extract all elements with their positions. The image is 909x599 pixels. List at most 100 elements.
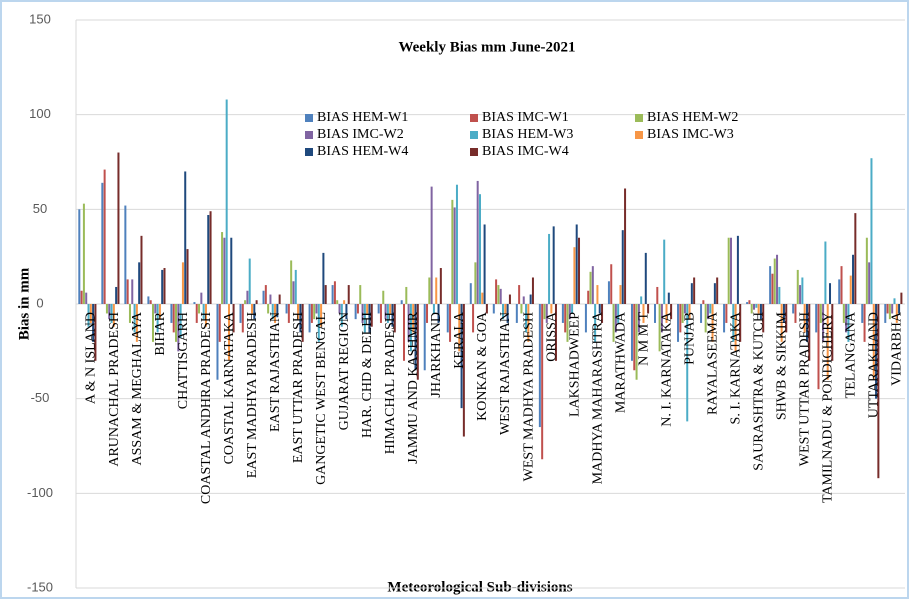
bar <box>409 304 412 352</box>
bar <box>819 304 822 323</box>
bar <box>195 304 198 323</box>
bar <box>875 304 878 399</box>
bar <box>884 304 887 323</box>
bar <box>469 283 472 304</box>
bar <box>759 304 762 320</box>
bar <box>163 268 166 304</box>
bar <box>181 262 184 304</box>
bar <box>575 224 578 304</box>
bar <box>617 304 620 323</box>
bar <box>138 262 141 304</box>
bar <box>299 304 302 333</box>
bar <box>591 266 594 304</box>
bar <box>769 266 772 304</box>
bar <box>847 304 850 342</box>
x-tick-label: MARATHWADA <box>613 311 628 413</box>
bar <box>356 304 359 314</box>
bar <box>527 304 530 342</box>
bar <box>426 304 429 323</box>
bar <box>495 279 498 304</box>
bar <box>128 304 131 323</box>
bar <box>359 285 362 304</box>
bar <box>686 304 689 422</box>
bar <box>854 213 857 304</box>
x-tick-label: WEST RAJASTHAN <box>498 312 513 435</box>
bar <box>706 304 709 320</box>
bar <box>301 304 304 342</box>
bar <box>414 304 417 371</box>
bar <box>584 304 587 333</box>
legend-label: BIAS IMC-W3 <box>647 127 734 142</box>
bar <box>478 194 481 304</box>
bar <box>808 304 811 361</box>
bar <box>241 304 244 333</box>
bar <box>658 304 661 352</box>
x-tick-label: VIDARBHA <box>890 311 905 386</box>
bar <box>531 277 534 304</box>
chart-title: Weekly Bias mm June-2021 <box>398 39 575 55</box>
bar <box>262 290 265 304</box>
bar <box>297 304 300 320</box>
bar <box>221 232 224 304</box>
bar <box>340 304 343 327</box>
bar <box>778 286 781 304</box>
bar <box>640 296 643 304</box>
bar <box>379 304 382 323</box>
y-tick-label: -50 <box>31 390 50 405</box>
bar <box>683 304 686 314</box>
bar <box>458 304 461 352</box>
bar <box>571 304 574 314</box>
bar <box>679 304 682 333</box>
x-tick-label: JHARKHAND <box>429 312 444 398</box>
bar <box>681 304 684 323</box>
bar <box>94 304 97 361</box>
bar <box>278 294 281 304</box>
bar <box>366 304 369 314</box>
bar <box>642 304 645 323</box>
bar <box>416 304 419 380</box>
bar <box>267 304 270 314</box>
bar <box>135 304 138 342</box>
bar <box>824 241 827 304</box>
bar <box>644 252 647 304</box>
bar <box>723 304 726 333</box>
bar <box>561 304 564 323</box>
x-tick-label: A & N ISLAND <box>84 312 99 404</box>
bar <box>455 184 458 304</box>
bar <box>423 304 426 371</box>
bar <box>251 304 254 314</box>
bar <box>508 294 511 304</box>
x-tick-label: S. I. KARNATAKA <box>729 311 744 424</box>
x-tick-label: SHWB & SIKKIM <box>775 311 790 420</box>
bar <box>693 277 696 304</box>
bar <box>704 304 707 333</box>
bar <box>271 304 274 320</box>
bar <box>633 304 636 371</box>
bar <box>667 292 670 304</box>
bar <box>462 304 465 437</box>
bar <box>361 304 364 323</box>
bar <box>716 277 719 304</box>
bar <box>101 182 104 304</box>
bar <box>207 215 210 304</box>
bar <box>734 304 737 352</box>
bar <box>310 304 313 323</box>
bar <box>776 254 779 304</box>
bar <box>276 304 279 318</box>
bar <box>117 152 120 304</box>
bar <box>736 235 739 304</box>
bar <box>550 304 553 314</box>
bar <box>541 304 544 460</box>
bar <box>248 258 251 304</box>
bar <box>343 300 346 304</box>
x-tick-label: COASTAL KARNATAKA <box>222 311 237 464</box>
bar <box>792 304 795 314</box>
legend-label: BIAS IMC-W4 <box>482 144 569 159</box>
bar <box>386 304 389 323</box>
legend-swatch <box>305 148 313 156</box>
bar <box>805 304 808 342</box>
bar <box>849 275 852 304</box>
bar <box>815 304 818 333</box>
x-tick-label: LAKSHADWEEP <box>567 312 582 417</box>
